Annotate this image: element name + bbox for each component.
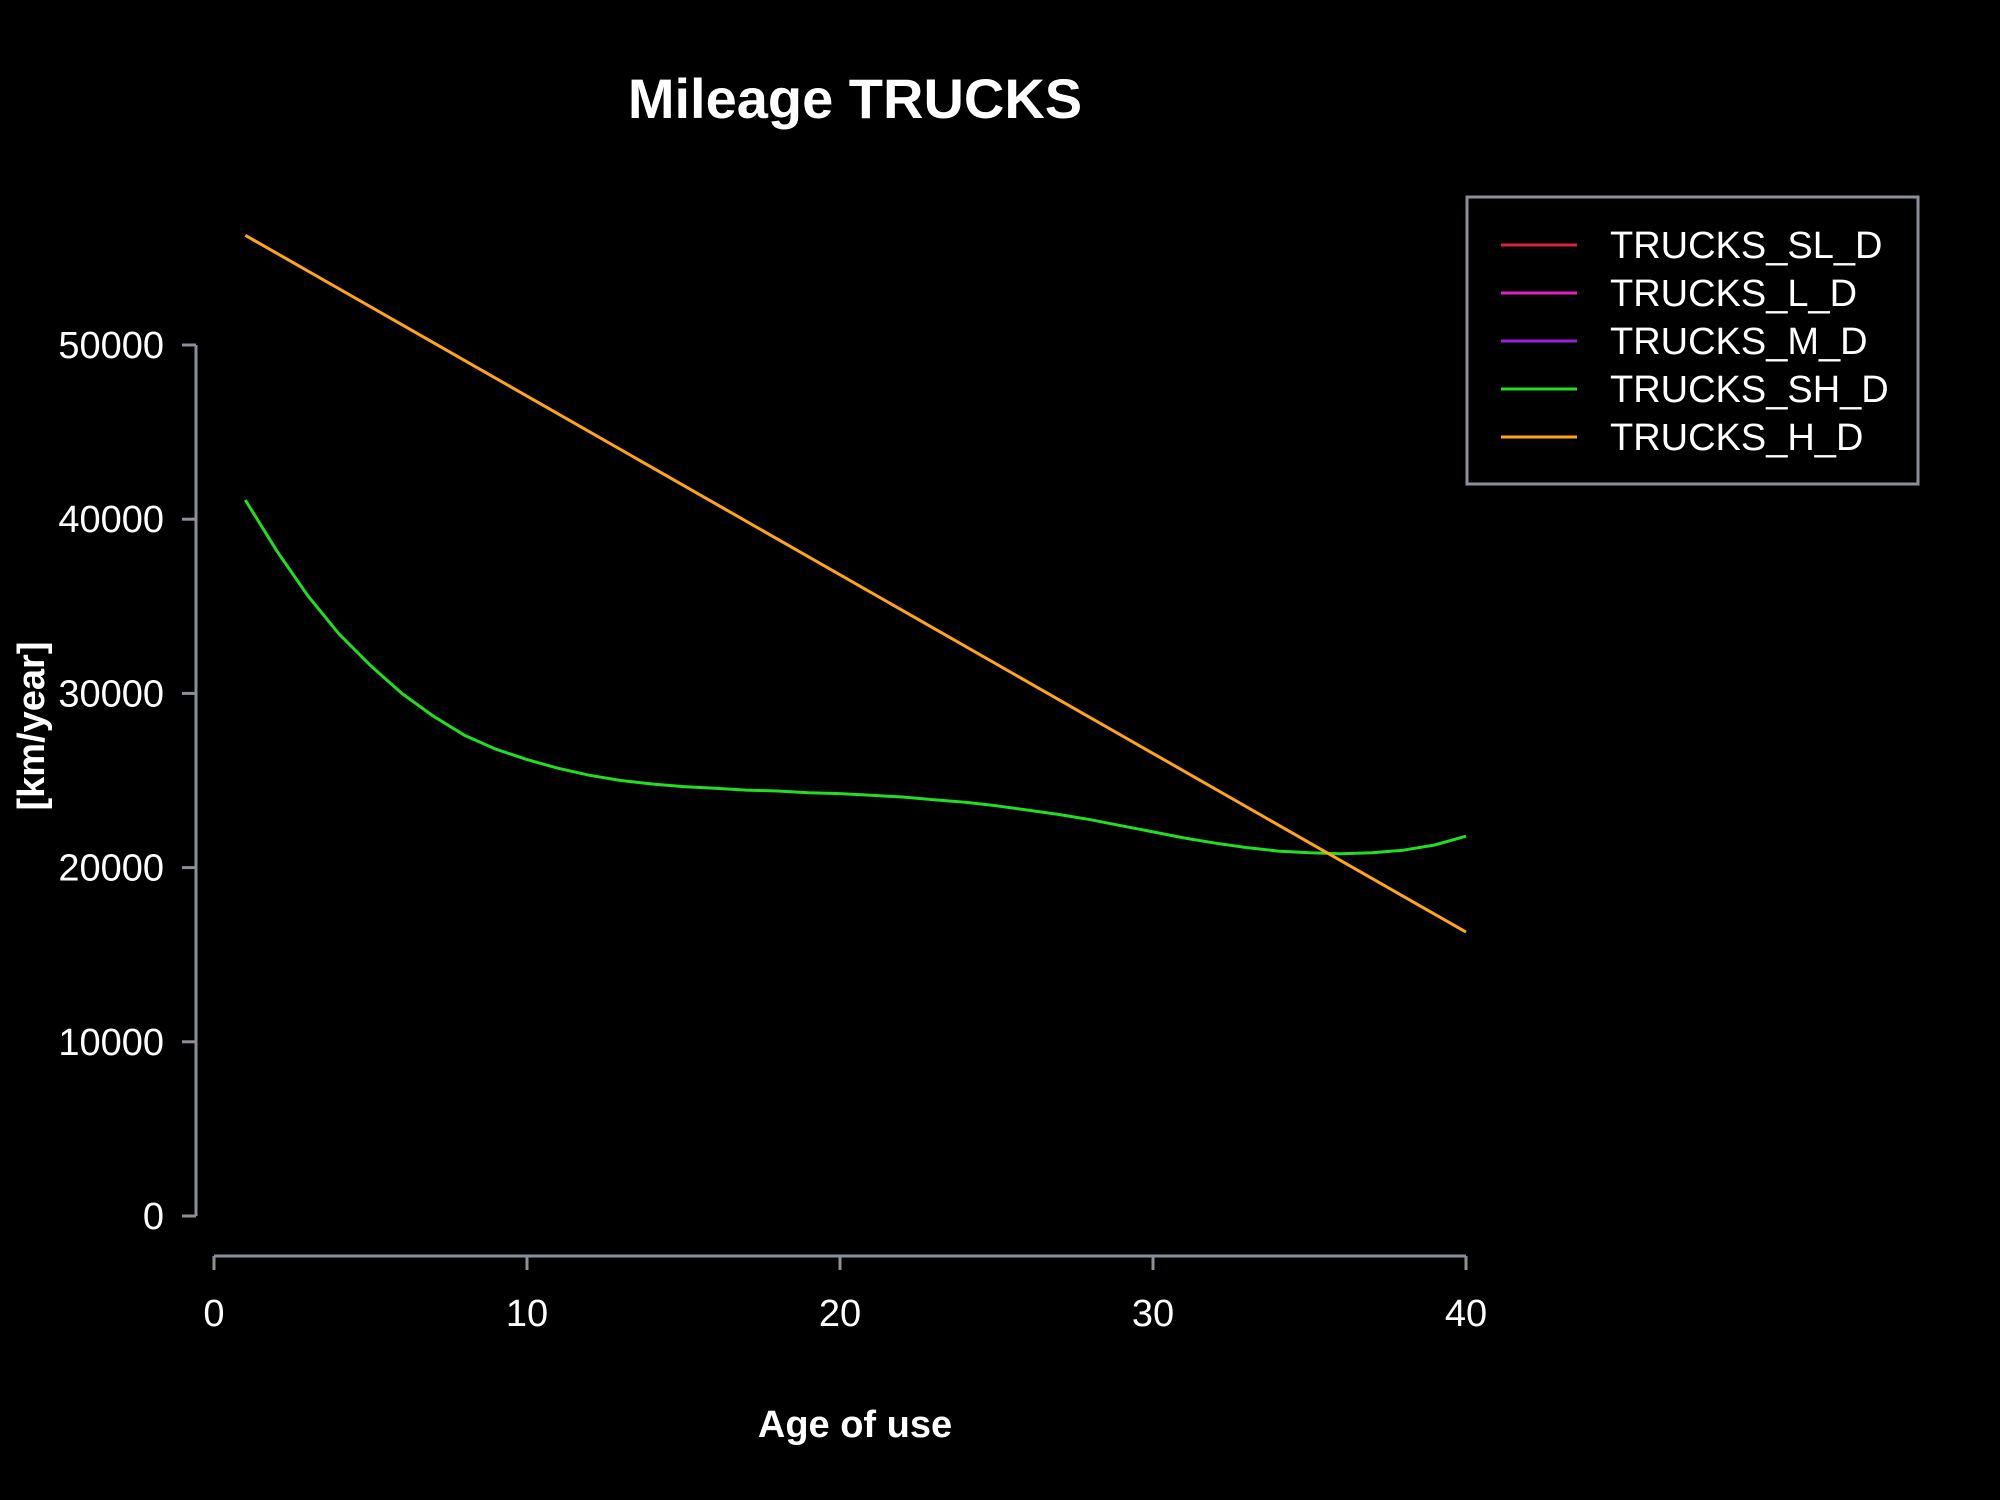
y-tick-label: 50000	[58, 325, 164, 367]
legend-label: TRUCKS_H_D	[1610, 417, 1863, 459]
x-axis-title: Age of use	[758, 1404, 952, 1446]
x-axis: 0 10 20 30 40	[203, 1254, 1487, 1335]
y-axis-title: [km/year]	[11, 642, 53, 811]
y-tick-label: 10000	[58, 1022, 164, 1064]
x-tick-label: 40	[1445, 1293, 1487, 1335]
plot-lines	[244, 233, 1467, 934]
legend-item: TRUCKS_H_D	[1501, 417, 1863, 459]
chart-title: Mileage TRUCKS	[628, 67, 1082, 130]
legend-item: TRUCKS_M_D	[1501, 321, 1868, 363]
y-tick-label: 20000	[58, 848, 164, 890]
legend-label: TRUCKS_M_D	[1610, 321, 1868, 363]
legend-label: TRUCKS_L_D	[1610, 273, 1857, 315]
x-tick-label: 20	[819, 1293, 861, 1335]
y-tick-label: 0	[143, 1196, 164, 1238]
legend-item: TRUCKS_L_D	[1501, 273, 1857, 315]
y-tick-label: 30000	[58, 673, 164, 715]
legend-label: TRUCKS_SL_D	[1610, 225, 1882, 267]
x-tick-label: 10	[506, 1293, 548, 1335]
series-line-trucks-sh-d	[244, 499, 1467, 856]
x-tick-label: 30	[1132, 1293, 1174, 1335]
legend-label: TRUCKS_SH_D	[1610, 369, 1889, 411]
legend: TRUCKS_SL_D TRUCKS_L_D TRUCKS_M_D TRUCKS_SH…	[1465, 195, 1920, 486]
legend-item: TRUCKS_SH_D	[1501, 369, 1889, 411]
legend-item: TRUCKS_SL_D	[1501, 225, 1882, 267]
y-axis: 0 10000 20000 30000 40000 50000	[58, 325, 198, 1238]
series-line-trucks-h-d	[244, 233, 1467, 934]
x-tick-label: 0	[203, 1293, 224, 1335]
y-tick-label: 40000	[58, 499, 164, 541]
